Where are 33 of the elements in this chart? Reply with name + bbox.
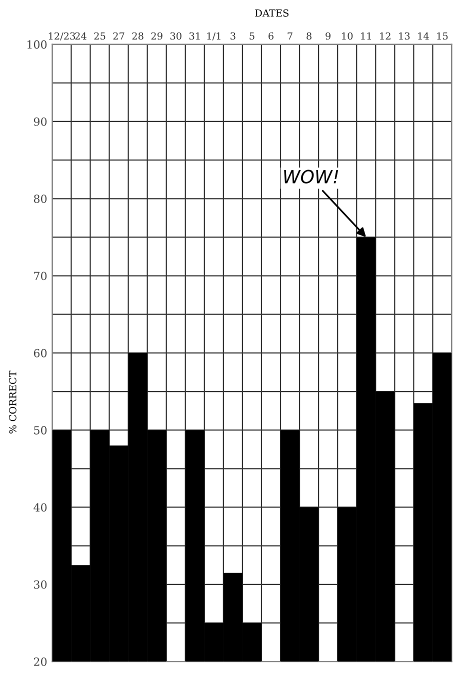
x-tick-label: 14 xyxy=(418,32,429,40)
x-tick-label: 29 xyxy=(151,32,162,40)
y-tick-label: 100 xyxy=(27,40,47,49)
y-tick-label: 80 xyxy=(34,194,47,204)
x-tick-label: 12 xyxy=(380,32,390,40)
y-tick-label: 30 xyxy=(34,580,47,589)
x-tick-label: 28 xyxy=(132,32,144,40)
x-tick-label: 31 xyxy=(189,32,200,40)
y-tick-label: 40 xyxy=(34,503,47,512)
x-tick-label: 1/1 xyxy=(207,32,220,40)
y-axis-title: % CORRECT xyxy=(9,370,16,434)
y-tick-label: 60 xyxy=(34,348,47,358)
x-tick-label: 8 xyxy=(306,32,312,40)
x-tick-label: 11 xyxy=(361,32,371,40)
x-tick-label: 13 xyxy=(399,32,410,40)
x-tick-label: 24 xyxy=(75,32,86,40)
x-tick-label: 6 xyxy=(268,32,274,40)
annotation: WOW! xyxy=(284,170,338,184)
x-tick-label: 9 xyxy=(326,32,331,40)
x-tick-label: 15 xyxy=(437,32,448,40)
x-tick-label: 30 xyxy=(170,32,182,40)
x-tick-label: 10 xyxy=(342,32,353,40)
x-tick-label: 27 xyxy=(113,32,124,40)
y-tick-label: 90 xyxy=(34,117,47,126)
x-tick-label: 25 xyxy=(94,32,106,40)
x-axis-title: DATES xyxy=(255,9,288,17)
x-tick-label: 3 xyxy=(230,32,236,40)
y-tick-label: 70 xyxy=(34,272,47,280)
y-tick-label: 20 xyxy=(34,658,47,666)
x-tick-label: 7 xyxy=(288,32,292,40)
x-tick-label: 5 xyxy=(250,32,254,40)
y-tick-label: 50 xyxy=(34,426,47,434)
x-tick-label: 12/23 xyxy=(48,32,76,40)
